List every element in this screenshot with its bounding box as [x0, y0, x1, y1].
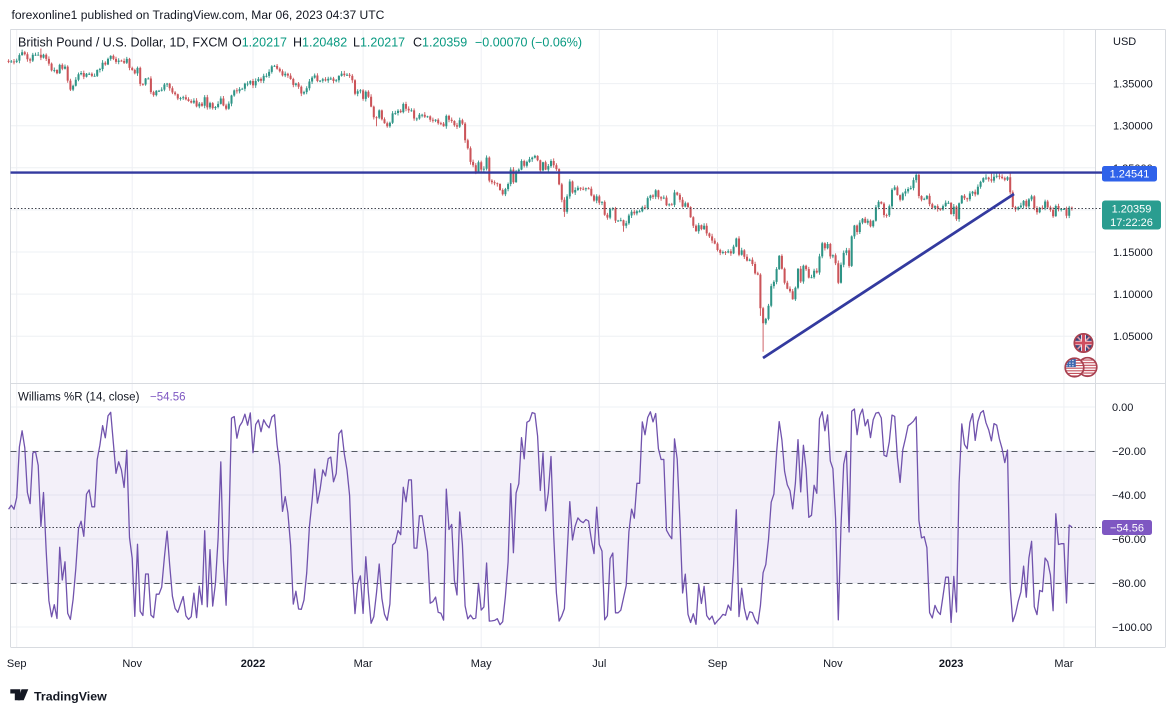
- svg-text:C1.20359: C1.20359: [413, 36, 467, 50]
- svg-text:British Pound / U.S. Dollar, 1: British Pound / U.S. Dollar, 1D, FXCM: [18, 36, 228, 50]
- svg-text:−0.00070 (−0.06%): −0.00070 (−0.06%): [475, 36, 582, 50]
- svg-text:O1.20217: O1.20217: [232, 36, 287, 50]
- svg-text:−40.00: −40.00: [1112, 490, 1146, 502]
- svg-text:1.20359: 1.20359: [1112, 204, 1152, 216]
- svg-text:−54.56: −54.56: [150, 392, 186, 404]
- svg-text:−60.00: −60.00: [1112, 534, 1146, 546]
- svg-text:1.24541: 1.24541: [1110, 169, 1150, 181]
- svg-text:−80.00: −80.00: [1112, 578, 1146, 590]
- svg-text:Nov: Nov: [122, 658, 142, 670]
- svg-text:H1.20482: H1.20482: [293, 36, 347, 50]
- svg-text:Nov: Nov: [823, 658, 843, 670]
- svg-text:May: May: [471, 658, 492, 670]
- svg-text:Sep: Sep: [708, 658, 728, 670]
- svg-text:Mar: Mar: [354, 658, 373, 670]
- svg-text:1.35000: 1.35000: [1113, 79, 1153, 91]
- svg-text:−20.00: −20.00: [1112, 446, 1146, 458]
- svg-text:1.30000: 1.30000: [1113, 121, 1153, 133]
- svg-text:2023: 2023: [939, 658, 963, 670]
- svg-text:Mar: Mar: [1054, 658, 1073, 670]
- svg-text:2022: 2022: [241, 658, 265, 670]
- svg-text:−100.00: −100.00: [1112, 622, 1152, 634]
- svg-text:0.00: 0.00: [1112, 402, 1133, 414]
- svg-text:Sep: Sep: [7, 658, 27, 670]
- svg-text:TradingView: TradingView: [34, 689, 107, 703]
- svg-text:1.05000: 1.05000: [1113, 331, 1153, 343]
- svg-text:USD: USD: [1113, 36, 1136, 48]
- svg-text:forexonline1 published on Trad: forexonline1 published on TradingView.co…: [12, 8, 385, 22]
- svg-text:Jul: Jul: [592, 658, 606, 670]
- svg-text:1.15000: 1.15000: [1113, 247, 1153, 259]
- svg-text:Williams %R (14, close): Williams %R (14, close): [18, 392, 140, 404]
- svg-text:1.10000: 1.10000: [1113, 289, 1153, 301]
- svg-text:−54.56: −54.56: [1110, 523, 1144, 535]
- svg-text:17:22:26: 17:22:26: [1110, 217, 1153, 229]
- svg-text:L1.20217: L1.20217: [353, 36, 405, 50]
